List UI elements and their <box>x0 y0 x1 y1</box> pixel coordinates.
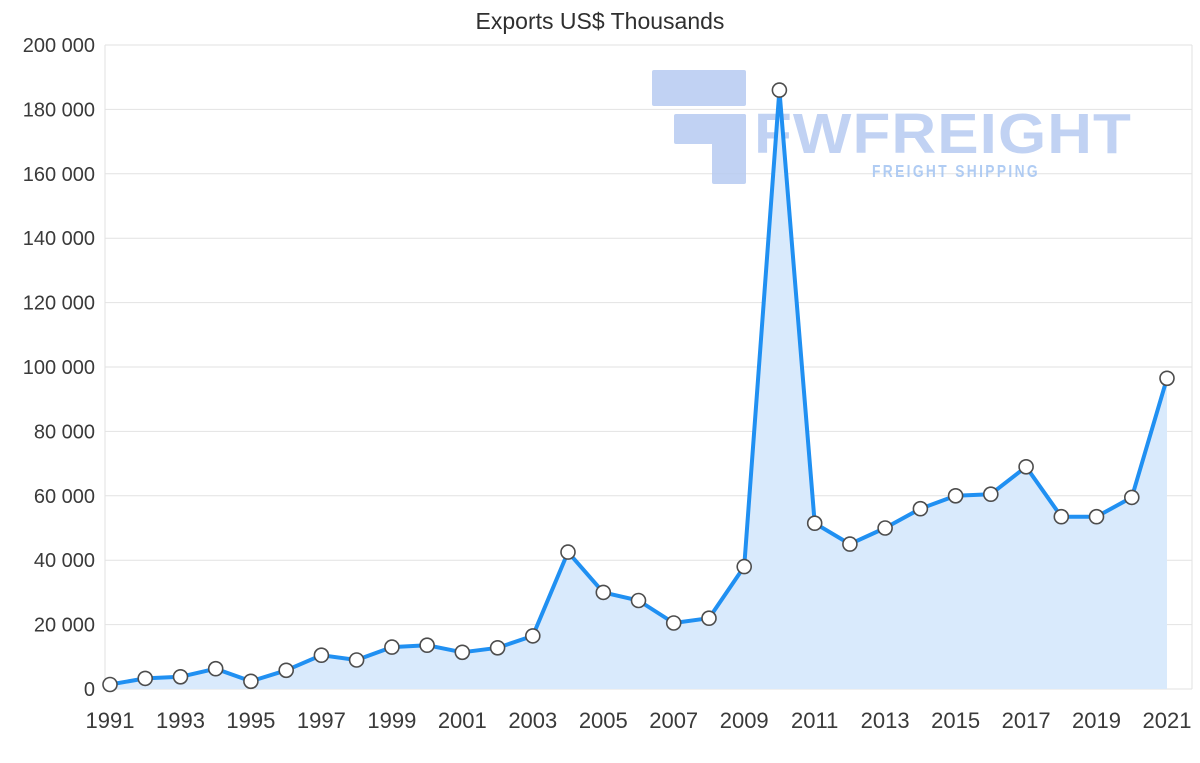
y-tick-label: 180 000 <box>23 99 95 121</box>
y-tick-label: 0 <box>84 679 95 701</box>
data-point-marker <box>877 520 893 536</box>
data-point-marker <box>172 668 189 685</box>
watermark-logo-icon <box>712 114 746 184</box>
y-tick-label: 160 000 <box>23 164 95 186</box>
data-point-marker <box>947 487 964 504</box>
data-point-marker <box>207 660 224 677</box>
data-point-marker <box>348 652 365 668</box>
x-tick-label: 1993 <box>156 708 205 733</box>
data-point-marker <box>243 673 259 690</box>
data-point-marker <box>489 639 506 656</box>
data-point-marker <box>701 610 717 627</box>
data-point-marker <box>1088 508 1105 525</box>
data-point-marker <box>912 500 929 517</box>
chart-title: Exports US$ Thousands <box>475 8 725 34</box>
data-point-marker <box>736 558 753 575</box>
y-tick-label: 40 000 <box>34 550 95 572</box>
series-area <box>110 90 1167 690</box>
data-point-marker <box>1053 508 1070 525</box>
data-point-marker <box>313 647 330 664</box>
x-tick-label: 1991 <box>86 708 135 733</box>
data-point-marker <box>1159 370 1175 387</box>
x-tick-label: 2015 <box>931 708 980 733</box>
x-tick-label: 2017 <box>1002 708 1051 733</box>
x-tick-label: 2019 <box>1072 708 1121 733</box>
x-tick-label: 2005 <box>579 708 628 733</box>
x-tick-label: 2011 <box>791 708 838 733</box>
x-tick-label: 1999 <box>367 708 416 733</box>
watermark-tagline-text: FREIGHT SHIPPING <box>872 161 1040 181</box>
x-axis-labels: 1991 1993 1995 1997 1999 2001 2003 2005 2007 2009… <box>86 708 1192 733</box>
x-tick-label: 2021 <box>1143 708 1192 733</box>
watermark-logo-icon <box>652 70 746 106</box>
data-point-marker <box>524 628 541 644</box>
x-tick-label: 1995 <box>226 708 275 733</box>
data-point-marker <box>771 82 788 98</box>
data-point-marker <box>137 670 153 687</box>
y-tick-label: 60 000 <box>34 486 95 508</box>
data-point-marker <box>560 544 576 560</box>
data-point-marker <box>982 486 999 503</box>
data-point-marker <box>665 615 682 631</box>
series-markers <box>102 82 1175 693</box>
gridlines <box>104 44 1193 690</box>
data-point-marker <box>278 662 295 679</box>
data-point-marker <box>102 676 118 693</box>
data-point-marker <box>454 644 471 661</box>
x-tick-label: 2007 <box>649 708 698 733</box>
x-tick-label: 1997 <box>297 708 346 733</box>
x-tick-label: 2001 <box>438 708 487 733</box>
y-tick-label: 100 000 <box>23 357 95 379</box>
data-point-marker <box>630 592 647 609</box>
x-tick-label: 2009 <box>720 708 769 733</box>
data-point-marker <box>384 639 400 655</box>
data-point-marker <box>842 536 858 552</box>
x-tick-label: 2013 <box>861 708 910 733</box>
data-point-marker <box>1018 458 1034 475</box>
y-tick-label: 200 000 <box>23 35 95 57</box>
data-point-marker <box>1124 489 1140 506</box>
data-point-marker <box>595 584 612 601</box>
watermark-brand-text: FWFREIGHT <box>754 102 1132 166</box>
y-tick-label: 140 000 <box>23 228 95 250</box>
x-tick-label: 2003 <box>508 708 557 733</box>
y-axis-labels: 0 20 000 40 000 60 000 80 000 100 000 120 000 1… <box>23 35 95 701</box>
y-tick-label: 20 000 <box>34 615 95 637</box>
y-tick-label: 80 000 <box>34 421 95 443</box>
data-point-marker <box>806 515 823 532</box>
data-point-marker <box>419 637 435 654</box>
y-tick-label: 120 000 <box>23 293 95 315</box>
